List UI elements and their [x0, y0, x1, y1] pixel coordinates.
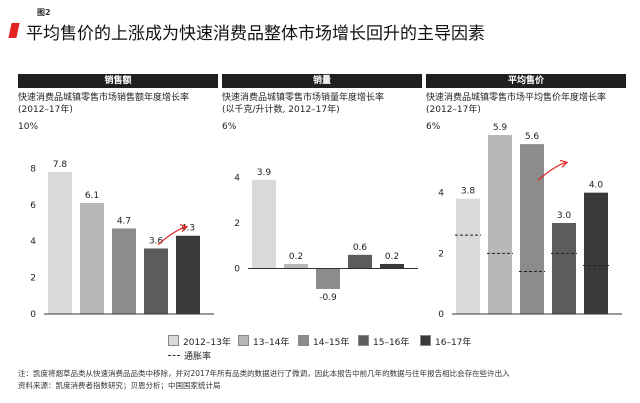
bar	[316, 268, 340, 289]
bar-plot-average-price: 0 2 4 3.8 5.9 5.6 3.0 4.0	[438, 123, 622, 320]
legend-item: 16–17年	[420, 335, 471, 348]
bar-plot-sales-volume: 0 2 4 3.9 0.2 -0.9 0.6 0.2	[234, 168, 418, 303]
data-label: 3.8	[461, 187, 476, 197]
bar	[552, 223, 576, 314]
legend-item: 2012–13年	[168, 335, 231, 348]
bar	[584, 192, 608, 314]
bar	[348, 254, 372, 269]
data-label: 5.6	[525, 132, 540, 142]
bar	[456, 198, 480, 314]
legend-label: 14–15年	[313, 338, 350, 348]
y-tick-label: 0	[234, 265, 240, 275]
panel-subtitle: 快速消费品城镇零售市场销量年度增长率 (以千克/升计数, 2012–17年)	[222, 92, 422, 116]
legend-dash	[168, 355, 180, 356]
axis-unit-label: 10%	[18, 122, 39, 132]
legend-swatch	[238, 335, 249, 346]
legend-swatch	[420, 335, 431, 346]
bar	[380, 263, 404, 269]
chart-title: 平均售价的上涨成为快速消费品整体市场增长回升的主导因素	[26, 24, 485, 44]
panel-header: 销售额	[18, 74, 218, 88]
y-tick-label: 4	[234, 174, 240, 184]
panel-subtitle: 快速消费品城镇零售市场销售额年度增长率 (2012–17年)	[18, 92, 218, 116]
data-label: 5.9	[493, 123, 508, 133]
y-tick-label: 0	[438, 310, 444, 320]
legend-swatch	[298, 335, 309, 346]
y-tick-label: 2	[438, 249, 444, 259]
legend-item: 14–15年	[298, 335, 349, 348]
y-tick-label: 4	[30, 237, 36, 247]
panel-subtitle-line: 快速消费品城镇零售市场销量年度增长率	[222, 93, 385, 103]
axis-unit-label: 6%	[426, 122, 441, 132]
data-label: -0.9	[319, 293, 337, 303]
legend-label: 16–17年	[435, 338, 472, 348]
y-tick-label: 2	[30, 274, 36, 284]
y-tick-label: 4	[438, 189, 444, 199]
legend: 2012–13年 13–14年 14–15年 15–16年 16–17年 通胀率	[148, 333, 488, 362]
y-tick-label: 8	[30, 164, 36, 174]
y-tick-label: 6	[30, 201, 36, 211]
legend-label: 15–16年	[373, 338, 410, 348]
panel-average-price: 平均售价 快速消费品城镇零售市场平均售价年度增长率 (2012–17年) 6% …	[426, 74, 626, 324]
trend-arrow-line	[537, 161, 567, 181]
trend-arrow-line	[157, 226, 187, 246]
panel-subtitle: 快速消费品城镇零售市场平均售价年度增长率 (2012–17年)	[426, 92, 626, 116]
bar-plot-sales-value: 0 2 4 6 8 7.8 6.1 4.7 3.6 4.3	[30, 160, 214, 320]
panel-sales-volume: 销量 快速消费品城镇零售市场销量年度增长率 (以千克/升计数, 2012–17年…	[222, 74, 422, 324]
bar	[284, 263, 308, 269]
bar	[112, 228, 136, 314]
legend-item: 13–14年	[238, 335, 289, 348]
data-label: 0.6	[353, 243, 368, 253]
bar	[176, 235, 200, 314]
title-accent-mark	[8, 23, 20, 38]
legend-item: 15–16年	[358, 335, 409, 348]
legend-label: 13–14年	[253, 338, 290, 348]
panel-header: 销量	[222, 74, 422, 88]
figure-label: 图2	[37, 8, 51, 17]
bar	[252, 179, 276, 269]
legend-label: 2012–13年	[183, 338, 231, 348]
panel-subtitle-line: 快速消费品城镇零售市场销售额年度增长率	[18, 93, 190, 103]
panel-header: 平均售价	[426, 74, 626, 88]
data-label: 4.0	[589, 181, 604, 191]
bar	[488, 135, 512, 314]
y-tick-label: 2	[234, 219, 240, 229]
footnote: 注：凯度将烟草品类从快速消费品品类中移除，并对2017年所有品类的数据进行了微调…	[18, 369, 510, 378]
data-label: 3.6	[149, 236, 164, 246]
trend-arrow-head	[559, 159, 569, 168]
data-label: 0.2	[289, 252, 303, 262]
panel-subtitle-line: (2012–17年)	[18, 105, 73, 115]
source-note: 资料来源：凯度消费者指数研究；贝恩分析；中国国家统计局	[18, 381, 221, 390]
y-tick-label: 0	[30, 310, 36, 320]
panel-subtitle-line: (以千克/升计数, 2012–17年)	[222, 105, 340, 115]
legend-swatch	[168, 335, 179, 346]
data-label: 4.3	[181, 224, 195, 234]
panel-sales-value: 销售额 快速消费品城镇零售市场销售额年度增长率 (2012–17年) 10% 0…	[18, 74, 218, 324]
legend-item-inflation: 通胀率	[168, 349, 211, 362]
data-label: 7.8	[53, 160, 68, 170]
panel-subtitle-line: (2012–17年)	[426, 105, 481, 115]
trend-arrow-head	[179, 224, 189, 233]
bar	[144, 248, 168, 314]
data-label: 0.2	[385, 252, 399, 262]
bar	[80, 202, 104, 314]
legend-swatch	[358, 335, 369, 346]
data-label: 3.0	[557, 211, 572, 221]
legend-label: 通胀率	[184, 352, 212, 362]
bar	[48, 172, 72, 314]
data-label: 4.7	[117, 216, 131, 226]
panel-subtitle-line: 快速消费品城镇零售市场平均售价年度增长率	[426, 93, 607, 103]
data-label: 3.9	[257, 168, 272, 178]
axis-unit-label: 6%	[222, 122, 237, 132]
bar	[520, 144, 544, 314]
data-label: 6.1	[85, 191, 99, 201]
